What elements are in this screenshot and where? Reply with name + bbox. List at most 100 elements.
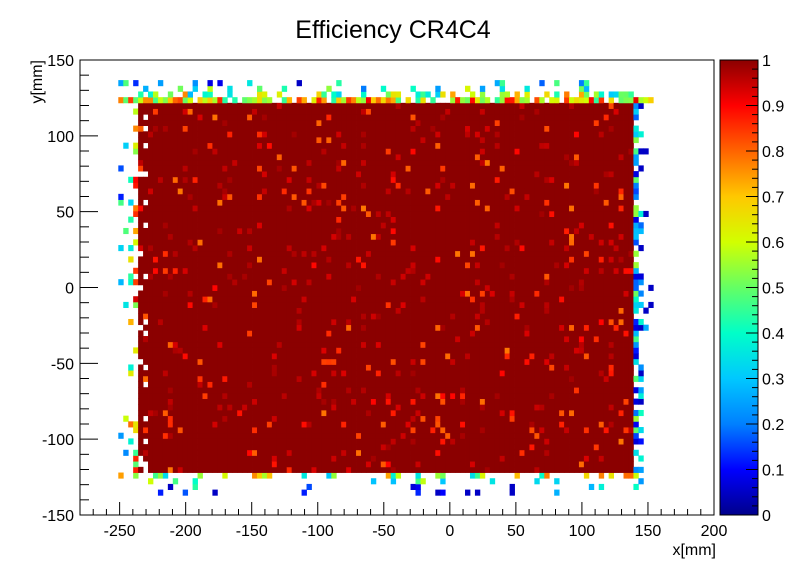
heatmap-cell [469, 154, 476, 161]
heatmap-cell [326, 154, 332, 161]
heatmap-cell [182, 455, 189, 462]
heatmap-cell [331, 108, 337, 115]
heatmap-cell [494, 199, 501, 206]
heatmap-cell [356, 165, 362, 172]
heatmap-cell [479, 296, 486, 303]
heatmap-cell [306, 307, 312, 314]
heatmap-cell [380, 392, 387, 399]
heatmap-cell [380, 159, 387, 166]
heatmap-cell [247, 108, 253, 115]
heatmap-cell [217, 313, 223, 320]
heatmap-cell [266, 114, 273, 121]
heatmap-cell [385, 307, 392, 314]
heatmap-cell [256, 341, 263, 348]
heatmap-cell [167, 353, 174, 360]
heatmap-cell [237, 193, 243, 200]
heatmap-cell [450, 256, 456, 263]
heatmap-cell [365, 290, 372, 297]
heatmap-cell [316, 461, 322, 468]
heatmap-cell [361, 313, 367, 320]
heatmap-cell [445, 296, 451, 303]
heatmap-cell [479, 466, 486, 473]
heatmap-cell [237, 216, 243, 223]
heatmap-cell [237, 154, 243, 161]
heatmap-cell [375, 438, 382, 445]
heatmap-cell [177, 131, 184, 138]
heatmap-cell [212, 449, 218, 456]
heatmap-cell [143, 182, 149, 189]
heatmap-cell [365, 358, 372, 365]
heatmap-cell [227, 438, 233, 445]
heatmap-cell [440, 131, 446, 138]
heatmap-cell [143, 324, 149, 331]
heatmap-cell [291, 284, 298, 291]
heatmap-cell [187, 330, 193, 337]
heatmap-cell [266, 165, 273, 172]
heatmap-cell [445, 216, 451, 223]
heatmap-cell [489, 136, 496, 144]
heatmap-cell [316, 427, 322, 434]
heatmap-cell [187, 358, 193, 365]
heatmap-cell [247, 296, 253, 303]
heatmap-cell [361, 318, 367, 326]
heatmap-cell [440, 392, 446, 399]
heatmap-cell [291, 353, 298, 360]
heatmap-cell [331, 148, 337, 155]
heatmap-cell [326, 313, 332, 320]
heatmap-cell [276, 324, 283, 331]
heatmap-cell [356, 415, 362, 422]
heatmap-cell [410, 415, 416, 422]
heatmap-cell [227, 336, 233, 343]
heatmap-cell [410, 142, 416, 149]
heatmap-cell [148, 154, 154, 161]
heatmap-cell [162, 205, 169, 212]
heatmap-cell [484, 466, 491, 473]
heatmap-cell [370, 262, 377, 269]
heatmap-cell [167, 318, 174, 326]
heatmap-cell [380, 165, 387, 172]
heatmap-cell [455, 409, 461, 417]
heatmap-cell [152, 375, 159, 382]
heatmap-cell [331, 427, 337, 434]
heatmap-cell [385, 461, 392, 468]
heatmap-cell [148, 438, 154, 445]
heatmap-cell [365, 432, 372, 439]
heatmap-cell [212, 404, 218, 411]
heatmap-cell [390, 353, 397, 360]
heatmap-cell [499, 136, 506, 144]
heatmap-cell [435, 336, 441, 343]
heatmap-cell [296, 102, 302, 109]
heatmap-cell [415, 245, 421, 252]
heatmap-cell [296, 353, 302, 360]
heatmap-cell [261, 364, 268, 371]
heatmap-cell [410, 409, 416, 417]
heatmap-cell [256, 148, 263, 155]
heatmap-cell [162, 142, 169, 149]
heatmap-cell [494, 364, 501, 371]
heatmap-cell [474, 279, 481, 286]
heatmap-cell [484, 148, 491, 155]
heatmap-cell [291, 398, 298, 405]
heatmap-cell [410, 210, 416, 217]
heatmap-cell [207, 199, 213, 206]
heatmap-cell [197, 318, 203, 326]
heatmap-cell [271, 375, 278, 382]
heatmap-cell [435, 472, 441, 479]
heatmap-cell [266, 125, 273, 132]
heatmap-cell [177, 245, 184, 252]
heatmap-cell [479, 392, 486, 399]
heatmap-cell [445, 256, 451, 263]
heatmap-cell [148, 279, 154, 286]
heatmap-cell [177, 455, 184, 462]
heatmap-cell [455, 284, 461, 291]
heatmap-cell [410, 313, 416, 320]
heatmap-cell [261, 404, 268, 411]
heatmap-cell [460, 370, 466, 377]
heatmap-cell [252, 341, 258, 348]
heatmap-cell [385, 267, 392, 274]
heatmap-cell [385, 210, 392, 217]
heatmap-cell [237, 250, 243, 257]
heatmap-cell [207, 330, 213, 337]
heatmap-cell [430, 290, 436, 297]
heatmap-cell [286, 375, 293, 382]
